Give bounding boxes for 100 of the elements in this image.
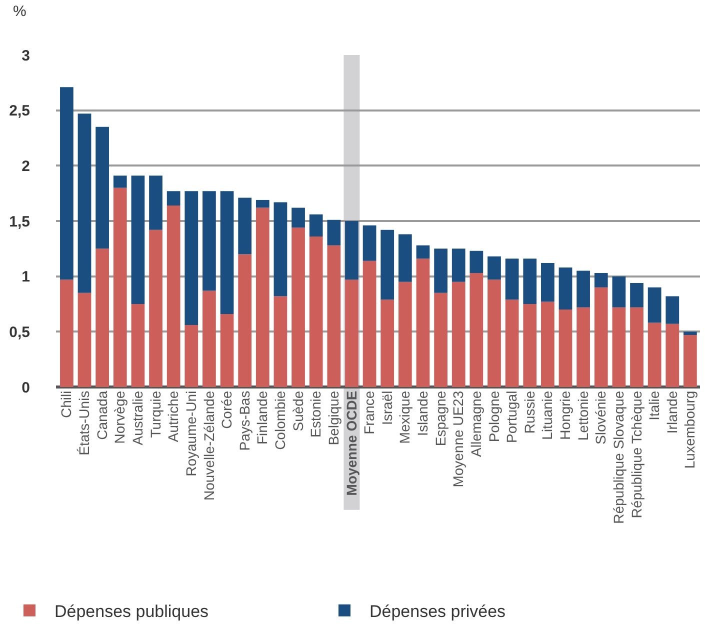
x-tick-label: République Slovaque bbox=[610, 390, 626, 524]
x-tick-label: Espagne bbox=[432, 390, 448, 446]
x-tick-label: Norvège bbox=[112, 390, 128, 444]
bar bbox=[166, 206, 180, 387]
x-tick-label: Luxembourg bbox=[682, 390, 698, 469]
x-tick-label: Finlande bbox=[254, 390, 270, 445]
bar bbox=[612, 276, 626, 308]
bar bbox=[541, 263, 554, 302]
bar bbox=[220, 314, 234, 387]
bar bbox=[470, 250, 484, 274]
bar bbox=[78, 114, 92, 293]
bar bbox=[327, 220, 341, 246]
bar bbox=[60, 280, 74, 387]
x-tick-label: Royaume-Uni bbox=[182, 390, 199, 476]
bar bbox=[184, 191, 198, 326]
bar bbox=[576, 307, 590, 387]
x-tick-label: Israël bbox=[378, 390, 395, 426]
y-tick-label: 1 bbox=[22, 268, 30, 286]
y-tick-label: 3 bbox=[22, 47, 30, 64]
x-tick-label: Corée bbox=[218, 390, 235, 429]
bar bbox=[523, 304, 537, 387]
bar bbox=[380, 300, 394, 387]
x-tick-label: Lituanie bbox=[539, 390, 556, 440]
bar bbox=[149, 176, 162, 230]
bar bbox=[648, 322, 662, 387]
y-tick-label: 0 bbox=[22, 379, 30, 396]
bar bbox=[292, 228, 305, 387]
x-tick-label: Turquie bbox=[147, 390, 164, 438]
bar bbox=[274, 202, 288, 296]
x-tick-label: Irlande bbox=[664, 390, 680, 434]
x-tick-label: Portugal bbox=[504, 390, 520, 443]
bar bbox=[256, 208, 270, 387]
bar bbox=[558, 310, 572, 387]
bar bbox=[505, 300, 519, 387]
bar bbox=[292, 208, 305, 228]
bar bbox=[505, 258, 519, 300]
bar bbox=[470, 273, 484, 387]
bar bbox=[398, 234, 412, 282]
bar bbox=[558, 267, 572, 310]
bar bbox=[274, 296, 288, 387]
x-tick-label: Allemagne bbox=[468, 390, 484, 457]
x-tick-label: Pays-Bas bbox=[236, 390, 252, 451]
x-tick-label: Slovénie bbox=[592, 390, 609, 445]
bar bbox=[684, 334, 697, 387]
x-tick-label: Australie bbox=[130, 390, 146, 446]
bar bbox=[684, 332, 697, 335]
y-tick-label: 0,5 bbox=[9, 324, 30, 341]
bar bbox=[398, 282, 412, 387]
y-tick-label: 1,5 bbox=[9, 213, 30, 230]
bar bbox=[416, 245, 430, 259]
x-tick-label: France bbox=[361, 390, 378, 434]
bar bbox=[594, 273, 608, 288]
x-tick-label: Colombie bbox=[272, 390, 288, 450]
bar bbox=[612, 307, 626, 387]
x-tick-label: Chili bbox=[58, 390, 74, 418]
bar bbox=[238, 198, 252, 254]
bar bbox=[309, 236, 323, 387]
bar bbox=[327, 245, 341, 387]
y-tick-label: 2,5 bbox=[9, 102, 30, 120]
bar bbox=[256, 200, 270, 208]
bar bbox=[184, 325, 198, 387]
x-tick-label: Belgique bbox=[325, 390, 342, 446]
x-tick-label: Pologne bbox=[486, 390, 502, 442]
bar bbox=[60, 87, 74, 280]
x-tick-label: Islande bbox=[414, 390, 431, 436]
bar bbox=[452, 248, 466, 282]
bar bbox=[78, 292, 92, 387]
x-tick-label: Hongrie bbox=[557, 390, 574, 440]
bar bbox=[362, 225, 376, 261]
x-tick-label: République Tchèque bbox=[628, 390, 644, 518]
y-tick-label: 2 bbox=[22, 158, 30, 175]
bar bbox=[166, 191, 180, 206]
x-tick-label: Suède bbox=[290, 390, 306, 432]
bar bbox=[666, 296, 680, 324]
x-tick-label: Moyenne OCDE bbox=[343, 390, 360, 496]
bar bbox=[452, 282, 466, 387]
x-tick-label: Lettonie bbox=[574, 390, 591, 441]
bar bbox=[362, 260, 376, 387]
bar bbox=[648, 287, 662, 323]
bar bbox=[220, 191, 234, 314]
legend-label: Dépenses publiques bbox=[54, 602, 209, 622]
bar bbox=[488, 280, 501, 387]
bar bbox=[131, 176, 145, 304]
bar bbox=[488, 256, 501, 280]
bar bbox=[666, 324, 680, 387]
bar bbox=[345, 221, 358, 280]
bar bbox=[541, 302, 554, 387]
bar bbox=[309, 214, 323, 236]
bar bbox=[523, 258, 537, 304]
bar bbox=[113, 176, 127, 188]
y-axis-title: % bbox=[13, 3, 26, 20]
legend-label: Dépenses privées bbox=[369, 602, 506, 622]
bar bbox=[630, 307, 644, 387]
bar bbox=[380, 230, 394, 300]
x-tick-label: Canada bbox=[94, 390, 110, 440]
bar bbox=[416, 258, 430, 387]
bar bbox=[96, 248, 109, 387]
bar bbox=[576, 270, 590, 308]
x-tick-label: Mexique bbox=[396, 390, 413, 444]
x-tick-label: Autriche bbox=[165, 390, 182, 442]
